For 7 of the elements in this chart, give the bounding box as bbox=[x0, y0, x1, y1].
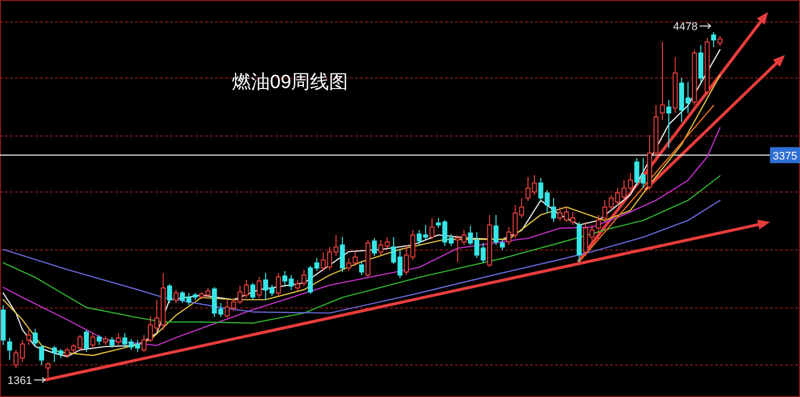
ref-line: 3375 bbox=[0, 147, 800, 164]
annotation: 4478 bbox=[673, 21, 698, 34]
ref-line-label: 3375 bbox=[772, 150, 798, 163]
annotation: 4478 bbox=[673, 21, 712, 34]
annotation: 1361 bbox=[8, 374, 46, 387]
text: 燃油09周线图 bbox=[232, 72, 348, 93]
annotation: 1361 bbox=[8, 374, 32, 387]
